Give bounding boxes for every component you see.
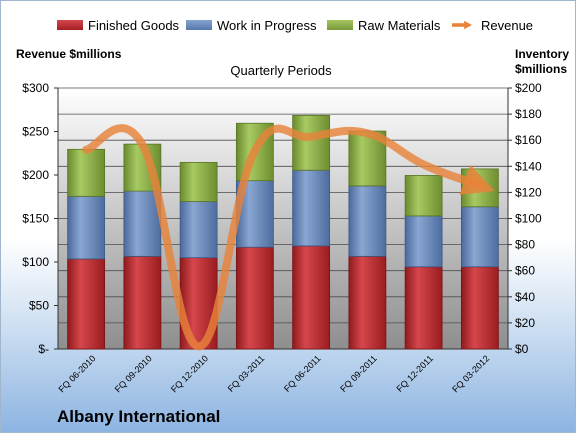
legend: Finished Goods Work in Progress Raw Mate… <box>1 15 575 35</box>
left-tick-label: $150 <box>22 212 49 226</box>
bar-finished-goods-fq-09-2011 <box>348 255 387 350</box>
legend-label-revenue: Revenue <box>481 17 534 33</box>
bar-work-in-progress-fq-06-2011 <box>292 169 331 247</box>
left-tick-label: $- <box>38 342 49 356</box>
x-tick-label: FQ 03-2011 <box>226 353 267 394</box>
bar-finished-goods-fq-06-2011 <box>292 245 331 350</box>
right-tick-label: $120 <box>515 185 542 199</box>
bar-work-in-progress-fq-12-2010 <box>179 201 218 259</box>
left-tick-label: $50 <box>29 299 49 313</box>
x-tick-label: FQ 12-2011 <box>394 353 435 394</box>
right-axis-caption: Inventory $millions <box>515 47 570 76</box>
bar-work-in-progress-fq-09-2010 <box>123 190 162 257</box>
right-tick-label: $20 <box>515 316 535 330</box>
bar-finished-goods-fq-06-2010 <box>67 258 106 350</box>
x-tick-label: FQ 09-2010 <box>113 353 154 394</box>
legend-item-revenue: Revenue <box>449 15 533 35</box>
bar-finished-goods-fq-12-2011 <box>404 266 443 350</box>
legend-label-finished-goods: Finished Goods <box>88 17 180 33</box>
legend-label-raw-materials: Raw Materials <box>358 17 441 33</box>
legend-swatch-finished-goods <box>57 20 83 30</box>
bar-finished-goods-fq-09-2010 <box>123 255 162 350</box>
legend-label-work-in-progress: Work in Progress <box>217 17 317 33</box>
legend-item-work-in-progress: Work in Progress <box>186 15 316 35</box>
x-tick-label: FQ 12-2010 <box>169 353 210 394</box>
legend-swatch-raw-materials <box>327 20 353 30</box>
right-tick-label: $100 <box>515 212 542 226</box>
right-tick-label: $80 <box>515 238 535 252</box>
right-tick-label: $140 <box>515 159 542 173</box>
bar-raw-materials-fq-12-2010 <box>179 161 218 202</box>
bar-finished-goods-fq-03-2012 <box>460 266 499 350</box>
bar-work-in-progress-fq-09-2011 <box>348 185 387 257</box>
right-tick-label: $0 <box>515 342 529 356</box>
bar-finished-goods-fq-03-2011 <box>235 246 274 350</box>
revenue-line <box>82 124 495 351</box>
right-tick-label: $60 <box>515 264 535 278</box>
x-tick-label: FQ 03-2012 <box>450 353 491 394</box>
bar-work-in-progress-fq-12-2011 <box>404 215 443 268</box>
bar-work-in-progress-fq-03-2012 <box>460 206 499 268</box>
right-tick-label: $180 <box>515 107 542 121</box>
x-tick-label: FQ 06-2011 <box>282 353 323 394</box>
legend-arrow-revenue <box>452 20 472 30</box>
x-tick-label: FQ 06-2010 <box>57 353 98 394</box>
left-axis-caption: Revenue $millions <box>16 47 122 61</box>
right-tick-label: $40 <box>515 290 535 304</box>
left-tick-label: $300 <box>22 81 49 95</box>
left-tick-label: $100 <box>22 255 49 269</box>
company-name: Albany International <box>57 407 221 426</box>
left-tick-label: $200 <box>22 168 49 182</box>
chart-title: Quarterly Periods <box>230 63 332 78</box>
x-tick-label: FQ 09-2011 <box>338 353 379 394</box>
bar-raw-materials-fq-06-2011 <box>292 115 331 171</box>
legend-swatch-work-in-progress <box>186 20 212 30</box>
legend-item-finished-goods: Finished Goods <box>57 15 179 35</box>
legend-item-raw-materials: Raw Materials <box>327 15 440 35</box>
bar-raw-materials-fq-12-2011 <box>404 175 443 217</box>
bar-work-in-progress-fq-06-2010 <box>67 195 106 260</box>
right-tick-label: $160 <box>515 133 542 147</box>
left-tick-label: $250 <box>22 125 49 139</box>
bar-raw-materials-fq-06-2010 <box>67 148 106 197</box>
right-tick-label: $200 <box>515 81 542 95</box>
